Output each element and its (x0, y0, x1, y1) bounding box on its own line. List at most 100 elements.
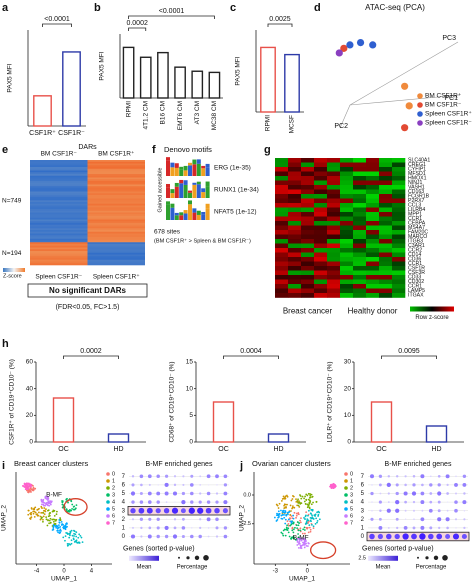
cell-dot (292, 535, 295, 538)
heatmap-cell (30, 196, 88, 199)
cell-dot (297, 513, 300, 516)
cell-dot (296, 527, 299, 530)
cell-dot (297, 504, 300, 507)
heatmap-cell (30, 209, 88, 212)
expression-dot (156, 474, 160, 479)
logo-letter (192, 159, 197, 165)
expression-dot (163, 507, 170, 514)
cell-dot (309, 500, 312, 503)
motif-label: RUNX1 (1e-34) (214, 187, 259, 194)
chart-title: Denovo motifs (164, 145, 212, 154)
heatmap-cell (30, 195, 88, 198)
heatmap-cell (301, 185, 315, 190)
cell-dot (305, 514, 307, 517)
cell-dot (71, 534, 74, 537)
heatmap-cell (87, 209, 145, 212)
row-group-label: N=194 (2, 250, 22, 257)
logo-letter (170, 189, 175, 194)
heatmap-cell (379, 158, 393, 163)
expression-dot (190, 534, 194, 539)
heatmap-cell (87, 188, 145, 191)
cell-dot (30, 488, 32, 491)
expression-dot (214, 507, 220, 514)
cell-dot (283, 513, 285, 516)
heatmap-cell (340, 162, 354, 168)
expression-dot (446, 492, 449, 495)
gene-label: CD14 (408, 252, 421, 258)
expression-dot (164, 491, 169, 496)
cell-dot (73, 541, 76, 543)
heatmap-cell (87, 186, 145, 189)
heatmap-cell (327, 293, 341, 298)
bracket (267, 23, 293, 27)
cell-dot (290, 515, 293, 517)
heatmap-cell (30, 174, 88, 177)
logo-letter (201, 214, 206, 220)
expression-dot (378, 525, 383, 530)
cell-dot (290, 499, 293, 502)
heatmap-cell (301, 158, 315, 163)
heatmap-cell (366, 221, 380, 226)
expression-dot (437, 517, 442, 522)
cell-dot (300, 497, 303, 500)
heatmap-cell (288, 162, 302, 168)
bar (157, 51, 169, 99)
cell-dot (284, 534, 287, 537)
heatmap-cell (314, 293, 328, 298)
heatmap-cell (288, 203, 302, 208)
expression-dot (140, 483, 143, 487)
cell-dot (332, 482, 335, 485)
y-axis-label: LDLR⁺ of CD19⁺CD10⁻ (%) (327, 361, 334, 442)
expression-dot (446, 509, 449, 512)
legend-label: 4 (112, 499, 115, 505)
heatmap-cell (327, 185, 341, 190)
cell-dot (58, 519, 61, 521)
expression-dot (387, 526, 390, 529)
cell-dot (40, 498, 43, 501)
logo-letter (179, 169, 184, 176)
cell-dot (48, 522, 51, 525)
heatmap-cell (366, 171, 380, 177)
cell-dot (61, 506, 64, 509)
expression-dot (386, 508, 391, 513)
logo-letter (183, 184, 188, 198)
heatmap-cell (275, 266, 289, 271)
heatmap-cell (288, 270, 302, 276)
size-key (425, 556, 429, 560)
expression-dot (188, 507, 195, 514)
y-tick-label: 40 (26, 385, 34, 392)
cell-dot (69, 534, 71, 537)
expression-dot (147, 491, 152, 496)
heatmap-cell (30, 181, 88, 184)
heatmap-cell (87, 230, 145, 233)
row-label: 2 (361, 517, 365, 523)
cell-dot (299, 529, 302, 532)
cell-dot (300, 545, 302, 548)
cell-dot (75, 541, 78, 543)
expression-dot (174, 501, 176, 503)
cell-dot (282, 509, 285, 512)
heatmap-cell (327, 279, 341, 285)
expression-dot (387, 475, 391, 478)
cell-dot (304, 523, 307, 525)
logo-letter (174, 182, 179, 187)
legend-swatch (106, 486, 110, 490)
cell-dot (275, 514, 278, 517)
heatmap-cell (30, 221, 88, 224)
cell-dot (65, 498, 68, 501)
dot-title: B-MF enriched genes (385, 461, 452, 468)
row-label: 3 (361, 508, 365, 514)
cell-dot (47, 519, 49, 522)
cell-dot (58, 529, 61, 532)
cell-dot (285, 528, 288, 531)
heatmap-cell (301, 176, 315, 181)
heatmap-cell (87, 216, 145, 219)
cell-dot (61, 500, 63, 502)
cell-dot (26, 483, 29, 485)
heatmap-cell (275, 252, 289, 258)
heatmap-cell (87, 221, 145, 224)
motif-label: NFAT5 (1e-12) (214, 209, 257, 216)
heatmap-cell (275, 248, 289, 253)
logo-letter (196, 210, 201, 215)
expression-dot (147, 474, 152, 479)
